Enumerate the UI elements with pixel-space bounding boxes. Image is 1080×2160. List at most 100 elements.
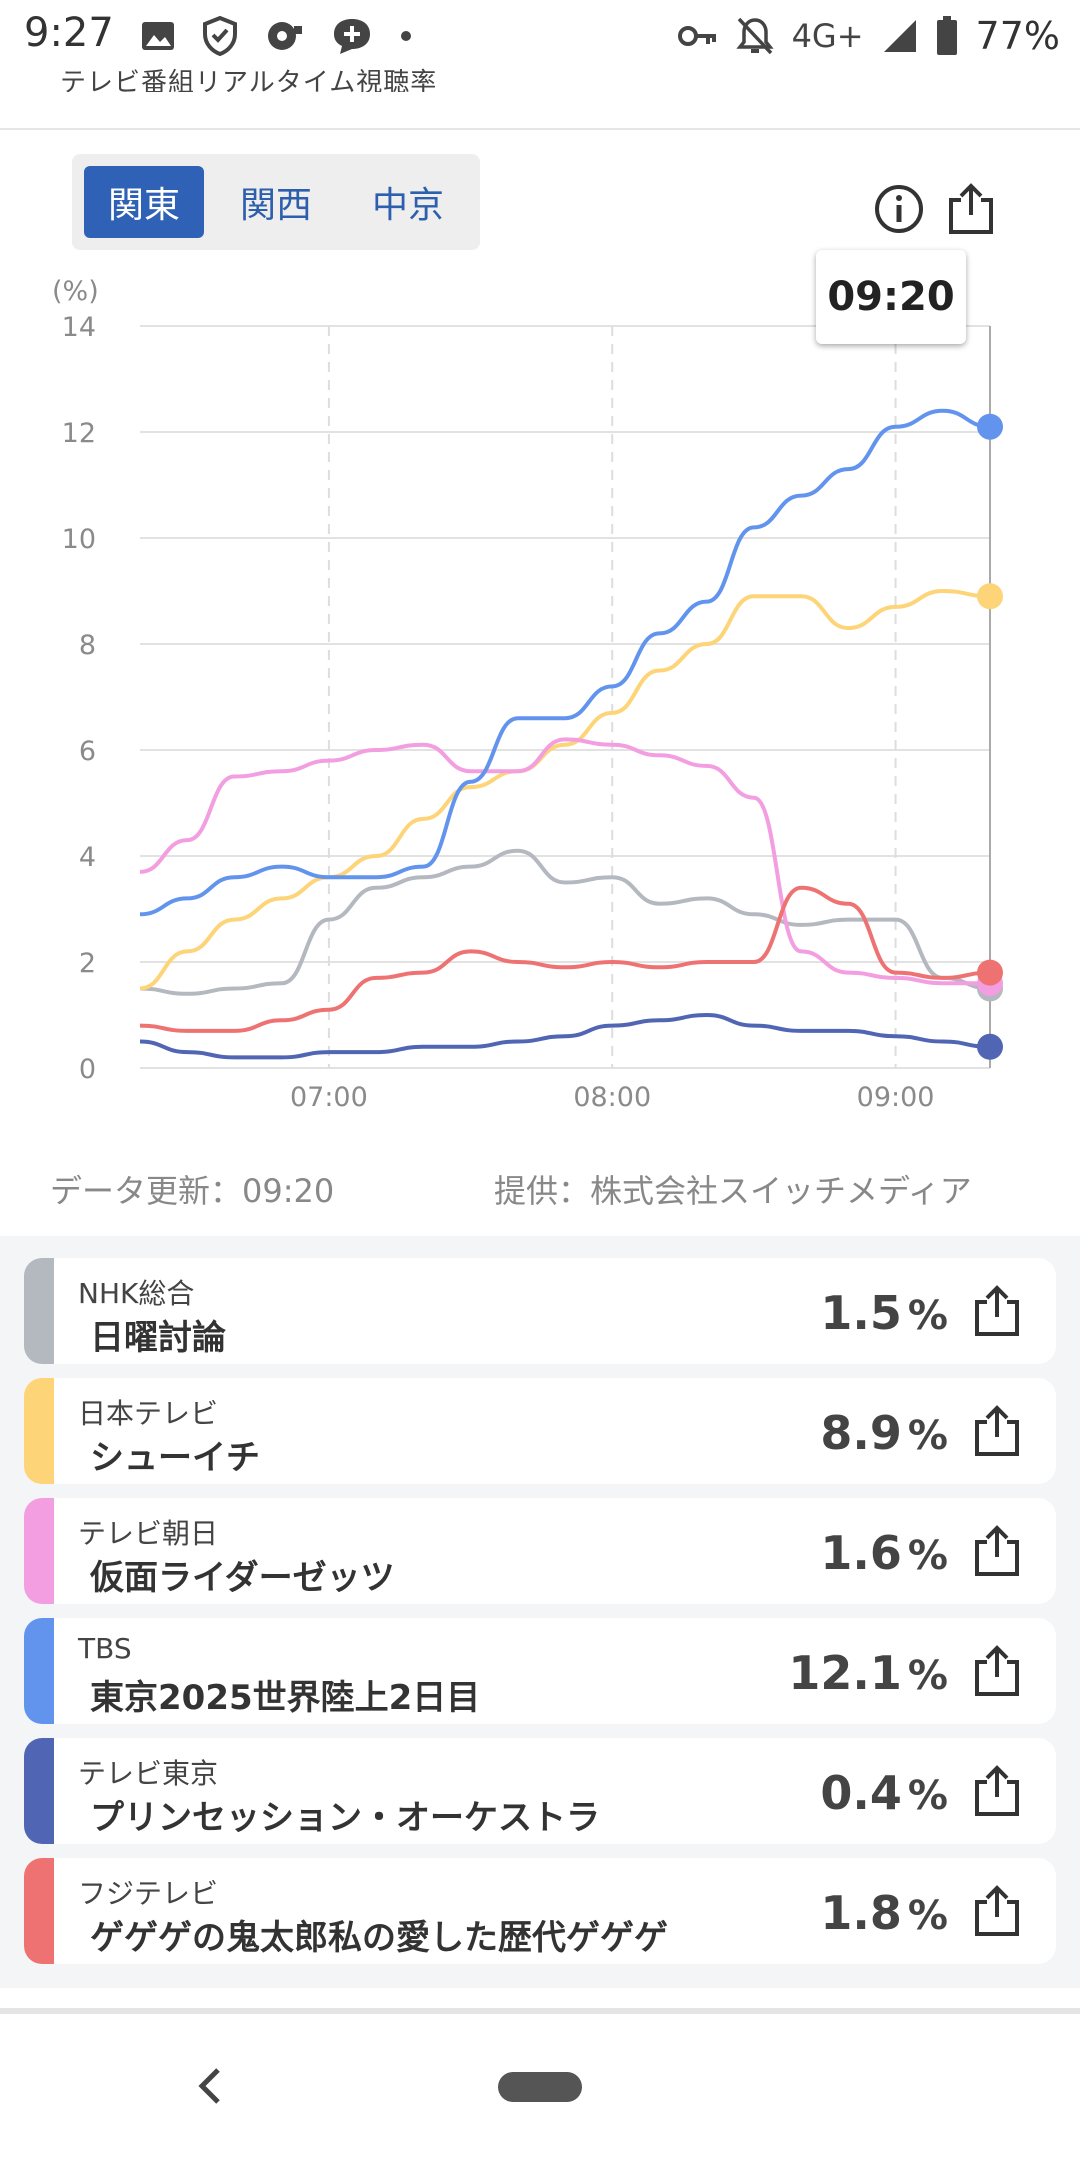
y-axis-label: (%) xyxy=(52,276,99,307)
share-icon[interactable] xyxy=(970,1644,1024,1698)
series-line xyxy=(139,1013,991,1060)
home-pill[interactable] xyxy=(498,2072,582,2102)
x-tick-label: 09:00 xyxy=(857,1082,935,1113)
series-end-point xyxy=(977,583,1003,610)
rating-value: 0.4% xyxy=(820,1766,948,1820)
channel-card[interactable]: テレビ朝日 仮面ライダーゼッツ 1.6% xyxy=(24,1498,1056,1604)
image-icon xyxy=(142,22,174,50)
y-tick-label: 14 xyxy=(62,312,96,343)
share-icon[interactable] xyxy=(970,1884,1024,1938)
y-tick-label: 6 xyxy=(79,736,96,767)
channel-color-bar xyxy=(24,1378,54,1484)
tab-kansai[interactable]: 関西 xyxy=(239,185,312,226)
channel-color-bar xyxy=(24,1258,54,1364)
dot-icon xyxy=(401,31,411,41)
y-tick-label: 8 xyxy=(79,630,96,661)
rating-number: 1.5 xyxy=(820,1286,902,1340)
program-title: シューイチ xyxy=(90,1438,260,1478)
page-title: テレビ番組リアルタイム視聴率 xyxy=(60,68,438,92)
share-icon[interactable] xyxy=(970,1764,1024,1818)
rating-number: 8.9 xyxy=(820,1406,902,1460)
region-tabs: 関東 関西 中京 xyxy=(72,154,480,250)
battery-percent: 77% xyxy=(975,14,1060,58)
channel-card[interactable]: テレビ東京 プリンセッション・オーケストラ 0.4% xyxy=(24,1738,1056,1844)
chat-plus-icon xyxy=(334,19,370,54)
rating-unit: % xyxy=(907,1533,948,1579)
provider-label: 提供：株式会社スイッチメディア xyxy=(494,1172,972,1210)
rating-number: 1.6 xyxy=(820,1526,902,1580)
share-icon[interactable] xyxy=(944,182,998,236)
tab-kanto[interactable]: 関東 xyxy=(84,166,204,238)
channel-color-bar xyxy=(24,1498,54,1604)
channel-name: 日本テレビ xyxy=(78,1397,219,1430)
signal-icon xyxy=(883,20,916,52)
series-end-point xyxy=(977,1033,1003,1060)
series-line xyxy=(139,408,991,917)
battery-icon xyxy=(936,16,957,55)
sync-icon xyxy=(268,22,302,50)
program-title: ゲゲゲの鬼太郎私の愛した歴代ゲゲゲ xyxy=(90,1918,668,1958)
program-title: 日曜討論 xyxy=(90,1318,226,1358)
x-tick-label: 07:00 xyxy=(290,1082,368,1113)
series-end-point xyxy=(977,413,1003,440)
time-tooltip: 09:20 xyxy=(816,250,966,344)
channel-name: フジテレビ xyxy=(78,1877,219,1910)
program-title: 仮面ライダーゼッツ xyxy=(90,1558,395,1598)
channel-name: テレビ朝日 xyxy=(78,1517,219,1550)
rating-value: 1.5% xyxy=(820,1286,948,1340)
channel-card[interactable]: 日本テレビ シューイチ 8.9% xyxy=(24,1378,1056,1484)
rating-number: 12.1 xyxy=(788,1646,902,1700)
status-bar: 9:27 4G+ 77% xyxy=(0,0,1080,72)
divider xyxy=(0,2008,1080,2014)
rating-value: 1.8% xyxy=(820,1886,948,1940)
channel-name: TBS xyxy=(78,1632,132,1665)
channel-card[interactable]: NHK総合 日曜討論 1.5% xyxy=(24,1258,1056,1364)
share-icon[interactable] xyxy=(970,1284,1024,1338)
navigation-bar xyxy=(0,2014,1080,2160)
rating-value: 8.9% xyxy=(820,1406,948,1460)
key-icon xyxy=(677,26,716,46)
share-icon[interactable] xyxy=(970,1404,1024,1458)
channel-card[interactable]: TBS 東京2025世界陸上2日目 12.1% xyxy=(24,1618,1056,1724)
status-time: 9:27 xyxy=(24,10,114,56)
shield-icon xyxy=(203,16,237,56)
bell-off-icon xyxy=(735,17,774,55)
back-icon[interactable] xyxy=(190,2064,230,2108)
tab-chukyo[interactable]: 中京 xyxy=(371,185,444,226)
series-end-point xyxy=(977,959,1003,986)
share-icon[interactable] xyxy=(970,1524,1024,1578)
program-title: 東京2025世界陸上2日目 xyxy=(90,1678,481,1718)
series-line xyxy=(139,848,991,996)
channel-card[interactable]: フジテレビ ゲゲゲの鬼太郎私の愛した歴代ゲゲゲ 1.8% xyxy=(24,1858,1056,1964)
y-tick-label: 12 xyxy=(62,418,96,449)
series-line xyxy=(139,737,990,986)
info-icon[interactable] xyxy=(872,182,926,236)
channel-color-bar xyxy=(24,1858,54,1964)
y-tick-label: 10 xyxy=(62,524,96,555)
series-line xyxy=(139,885,991,1033)
rating-value: 1.6% xyxy=(820,1526,948,1580)
rating-unit: % xyxy=(907,1893,948,1939)
rating-unit: % xyxy=(907,1413,948,1459)
channel-list: NHK総合 日曜討論 1.5% 日本テレビ シューイチ 8.9% テレビ朝日 仮… xyxy=(0,1236,1080,1988)
y-tick-label: 0 xyxy=(79,1054,96,1085)
rating-number: 1.8 xyxy=(820,1886,902,1940)
channel-name: NHK総合 xyxy=(78,1277,195,1310)
y-tick-label: 4 xyxy=(79,842,96,873)
x-tick-label: 08:00 xyxy=(573,1082,651,1113)
rating-unit: % xyxy=(907,1293,948,1339)
rating-number: 0.4 xyxy=(820,1766,902,1820)
channel-color-bar xyxy=(24,1618,54,1724)
y-tick-label: 2 xyxy=(79,948,96,979)
channel-color-bar xyxy=(24,1738,54,1844)
data-updated-label: データ更新：09:20 xyxy=(50,1172,335,1210)
rating-unit: % xyxy=(907,1773,948,1819)
rating-unit: % xyxy=(907,1653,948,1699)
divider xyxy=(0,128,1080,130)
series-line xyxy=(139,589,991,991)
program-title: プリンセッション・オーケストラ xyxy=(90,1798,600,1838)
rating-value: 12.1% xyxy=(788,1646,948,1700)
ratings-chart: 0 2 4 6 8 10 12 14 (%) 07:00 08:00 09:00 xyxy=(52,276,1003,1113)
network-type: 4G+ xyxy=(791,17,864,55)
channel-name: テレビ東京 xyxy=(78,1757,219,1790)
